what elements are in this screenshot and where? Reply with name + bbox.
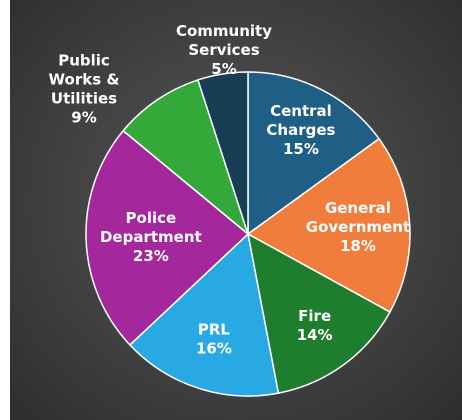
pie-slice-police-department [85,129,250,346]
slice-label-central-charges: Central Charges 15% [266,102,335,158]
slice-label-police-department: Police Department 23% [100,209,202,265]
slice-label-community-services: Community Services 5% [176,22,272,78]
pie-chart-svg: Central Charges 15% General Government 18% Fir… [49,22,411,397]
slice-label-general-government: General Government 18% [306,199,410,255]
pie-slice-prl [128,232,280,397]
pie-slice-fire [246,232,391,395]
slice-label-public-works-utilities: Public Works & Utilities 9% [49,52,120,127]
slices-group [85,71,411,397]
labels-group: Central Charges 15% General Government 18% Fir… [49,22,411,357]
pie-chart: Central Charges 15% General Government 18% Fir… [10,0,462,420]
pie-slice-public-works-utilities [122,78,250,237]
slice-label-prl: PRL 16% [196,320,232,357]
pie-slice-central-charges [247,71,381,236]
pie-slice-general-government [246,137,411,314]
slice-label-fire: Fire 14% [297,307,333,344]
pie-slice-community-services [196,71,249,235]
